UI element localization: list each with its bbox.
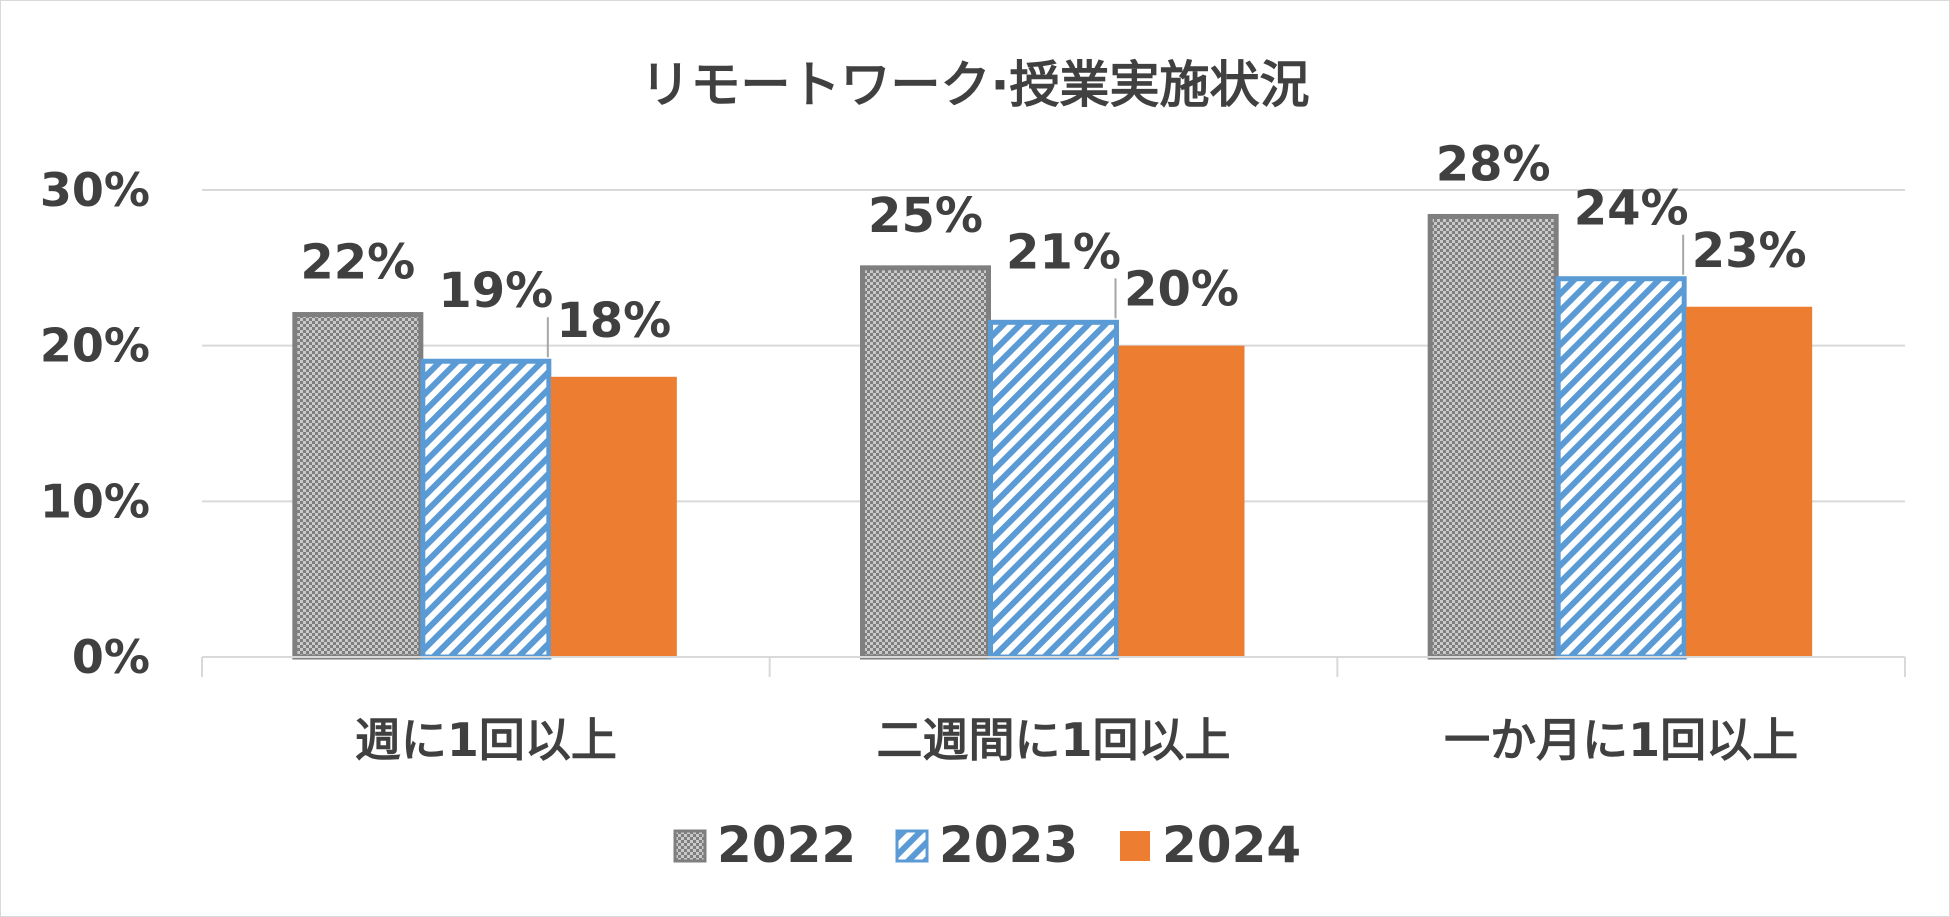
data-label: 28% — [1436, 136, 1551, 192]
bar-2023-0 — [420, 358, 552, 660]
chart-title: リモートワーク·授業実施状況 — [641, 56, 1310, 114]
legend-label-2024: 2024 — [1162, 816, 1301, 874]
data-label: 19% — [438, 263, 553, 319]
data-label: 24% — [1574, 181, 1689, 237]
bar-2022-1 — [860, 265, 991, 660]
y-tick-label: 0% — [72, 630, 150, 684]
y-tick-label: 30% — [40, 163, 150, 217]
x-axis: 週に1回以上 二週間に1回以上 一か月に1回以上 — [201, 656, 1906, 767]
legend-swatch-2022 — [673, 829, 707, 863]
bar-2022-0 — [292, 312, 424, 660]
data-label: 21% — [1006, 224, 1121, 280]
y-tick-label: 20% — [40, 319, 150, 373]
data-label: 23% — [1692, 223, 1807, 279]
bar-2024-1 — [1118, 345, 1245, 657]
data-label: 22% — [300, 235, 415, 291]
legend-label-2023: 2023 — [939, 816, 1078, 874]
x-tick-label: 週に1回以上 — [355, 713, 617, 767]
data-label: 20% — [1124, 262, 1239, 318]
bar-2022-2 — [1427, 213, 1559, 660]
bar-2024-2 — [1686, 306, 1813, 657]
legend-label-2022: 2022 — [717, 816, 856, 874]
legend: 2022 2023 2024 — [673, 816, 1301, 874]
data-label: 18% — [556, 293, 671, 349]
data-label: 25% — [868, 188, 983, 244]
bar-2023-1 — [988, 319, 1119, 660]
x-tick-label: 一か月に1回以上 — [1444, 713, 1798, 767]
legend-swatch-2024 — [1120, 831, 1150, 861]
y-tick-label: 10% — [40, 474, 150, 528]
leader-lines — [546, 234, 1685, 358]
legend-swatch-2023 — [895, 829, 929, 863]
bar-2023-2 — [1555, 276, 1687, 660]
x-tick-label: 二週間に1回以上 — [876, 713, 1230, 767]
y-axis: 0% 10% 20% 30% — [40, 163, 150, 684]
data-labels: 22% 25% 28% 19% 21% 24% 18% 20% 23% — [300, 136, 1806, 348]
bar-2024-0 — [550, 376, 677, 657]
